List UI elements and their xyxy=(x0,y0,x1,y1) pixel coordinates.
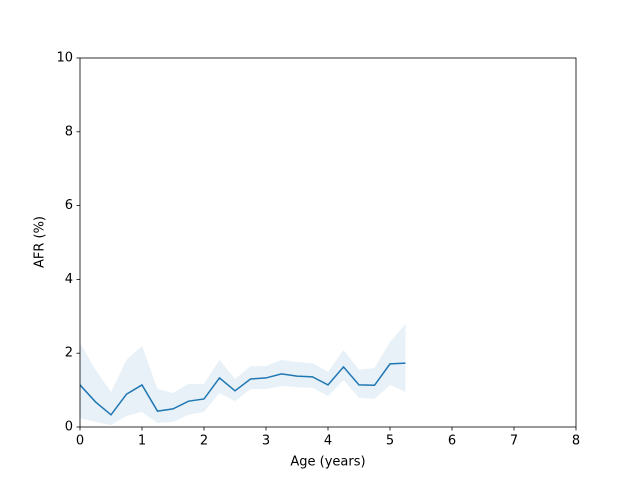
x-tick-label: 0 xyxy=(76,434,84,449)
x-tick-label: 5 xyxy=(386,434,394,449)
x-tick-label: 1 xyxy=(138,434,146,449)
x-tick-label: 8 xyxy=(572,434,580,449)
x-axis-label: Age (years) xyxy=(290,455,365,470)
confidence-band xyxy=(80,324,406,426)
x-tick-label: 6 xyxy=(448,434,456,449)
y-tick-label: 6 xyxy=(65,198,73,213)
y-tick-label: 2 xyxy=(65,346,73,361)
x-tick-label: 3 xyxy=(262,434,270,449)
y-tick-label: 0 xyxy=(65,420,73,435)
y-tick-label: 4 xyxy=(65,272,73,287)
y-axis-label: AFR (%) xyxy=(33,216,48,268)
y-tick-label: 8 xyxy=(65,124,73,139)
x-tick-label: 4 xyxy=(324,434,332,449)
x-tick-label: 2 xyxy=(200,434,208,449)
x-tick-label: 7 xyxy=(510,434,518,449)
line xyxy=(79,362,406,416)
y-tick-label: 10 xyxy=(56,51,73,66)
